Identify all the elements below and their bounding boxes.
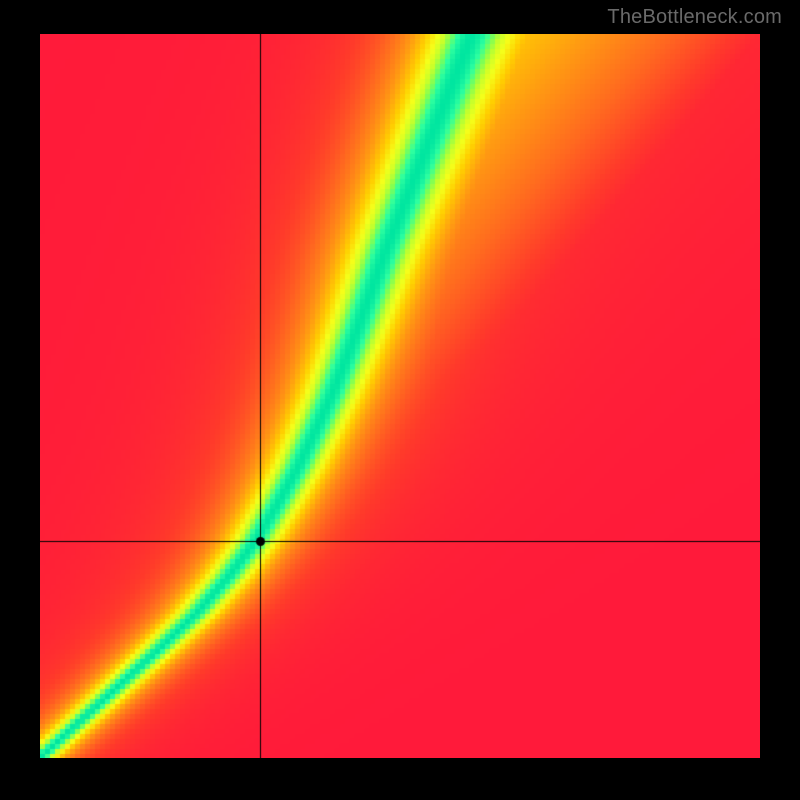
watermark-text: TheBottleneck.com [607,6,782,29]
chart-container: TheBottleneck.com [0,0,800,800]
bottleneck-heatmap [40,34,760,758]
